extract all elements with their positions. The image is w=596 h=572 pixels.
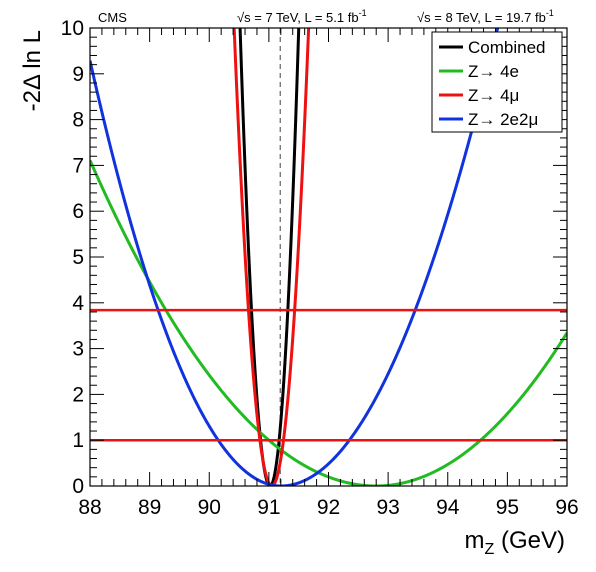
y-tick-label: 10 bbox=[61, 17, 84, 40]
y-tick-label: 7 bbox=[72, 154, 84, 177]
legend-label-combined: Combined bbox=[468, 38, 546, 57]
x-tick-label: 96 bbox=[555, 496, 578, 519]
y-tick-label: 5 bbox=[72, 246, 84, 269]
energy-label-8tev: √s = 8 TeV, L = 19.7 fb-1 bbox=[417, 8, 554, 25]
x-tick-label: 91 bbox=[257, 496, 280, 519]
x-tick-label: 95 bbox=[496, 496, 519, 519]
y-tick-label: 8 bbox=[72, 109, 84, 132]
legend-label-z-2e2: Z→ 2e2μ bbox=[468, 110, 538, 129]
legend-box bbox=[431, 31, 563, 133]
y-tick-label: 2 bbox=[72, 383, 84, 406]
y-axis-title: -2Δ ln L bbox=[19, 30, 46, 111]
legend: Combined Z→ 4e Z→ 4μ Z→ 2e2μ bbox=[431, 31, 563, 133]
y-tick-label: 1 bbox=[72, 429, 84, 452]
y-tick-label: 4 bbox=[72, 292, 84, 315]
y-tick-label: 0 bbox=[72, 475, 84, 498]
x-tick-label: 88 bbox=[78, 496, 101, 519]
x-tick-label: 92 bbox=[317, 496, 340, 519]
legend-label-z-4e: Z→ 4e bbox=[468, 62, 519, 81]
energy-label-7tev: √s = 7 TeV, L = 5.1 fb-1 bbox=[237, 8, 367, 25]
y-tick-label: 6 bbox=[72, 200, 84, 223]
y-tick-label: 3 bbox=[72, 338, 84, 361]
y-tick-label: 9 bbox=[72, 63, 84, 86]
x-tick-label: 89 bbox=[138, 496, 161, 519]
x-tick-label: 93 bbox=[376, 496, 399, 519]
experiment-label: CMS bbox=[98, 10, 127, 25]
legend-label-z-4: Z→ 4μ bbox=[468, 86, 519, 105]
x-tick-label: 94 bbox=[436, 496, 460, 519]
x-tick-label: 90 bbox=[198, 496, 221, 519]
x-axis-title: mZ (GeV) bbox=[465, 527, 565, 558]
